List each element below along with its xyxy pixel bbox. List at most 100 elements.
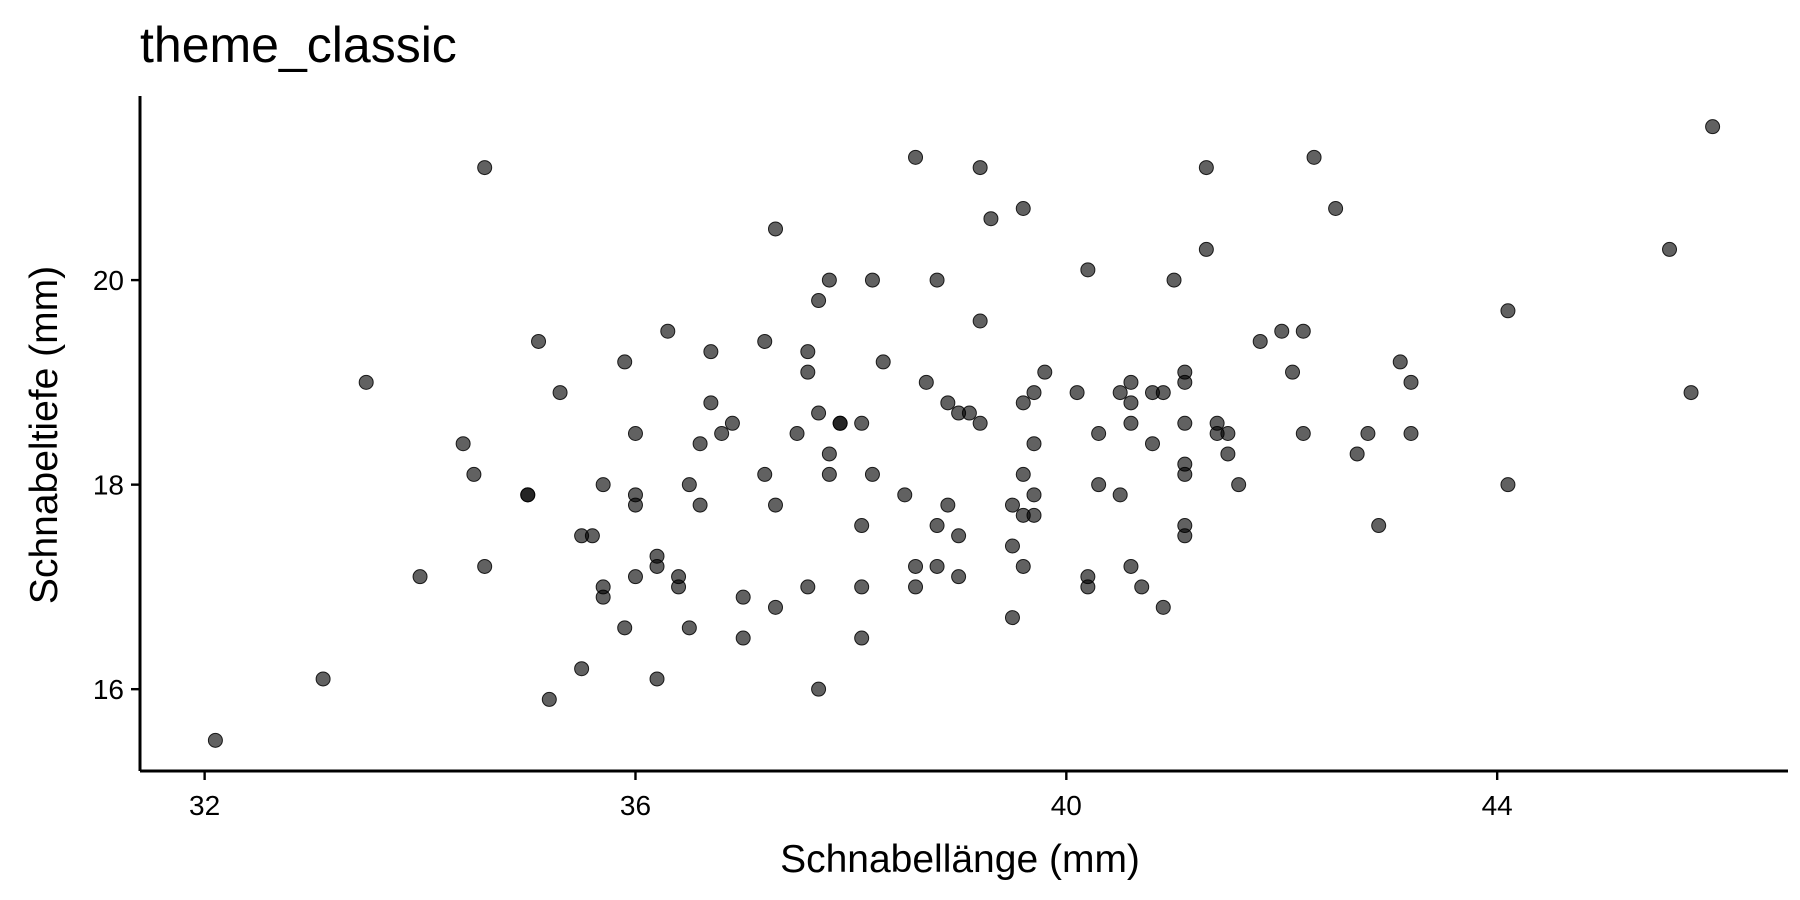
scatter-point [983, 211, 999, 227]
scatter-point [681, 477, 697, 493]
x-tick-label: 40 [1051, 790, 1082, 821]
scatter-point [617, 620, 633, 636]
x-axis: 32 36 40 44 [140, 769, 1788, 821]
scatter-point [1220, 446, 1236, 462]
scatter-point [1198, 160, 1214, 176]
scatter-point [1306, 149, 1322, 165]
scatter-point [466, 466, 482, 482]
scatter-point [724, 415, 740, 431]
scatter-point [832, 415, 848, 431]
scatter-point [1015, 466, 1031, 482]
scatter-point [714, 426, 730, 441]
scatter-point [1134, 579, 1150, 595]
scatter-point [541, 691, 557, 707]
scatter-point [1015, 201, 1031, 216]
scatter-point [627, 497, 643, 513]
scatter-point [412, 569, 428, 585]
scatter-point [821, 272, 837, 288]
chart-title: theme_classic [140, 17, 457, 73]
scatter-point [1026, 487, 1042, 503]
scatter-point [1328, 201, 1344, 216]
y-tick-label: 16 [93, 674, 124, 705]
scatter-point [692, 497, 708, 513]
scatter-point [1177, 528, 1193, 544]
scatter-point [617, 354, 633, 370]
scatter-point [1500, 303, 1516, 319]
scatter-point [1123, 374, 1139, 390]
scatter-point [1683, 385, 1699, 401]
x-tick-label: 44 [1482, 790, 1513, 821]
scatter-point [1371, 518, 1387, 534]
scatter-point [692, 436, 708, 452]
scatter-point [627, 569, 643, 585]
scatter-point [1349, 446, 1365, 462]
scatter-point [1177, 466, 1193, 482]
scatter-point [800, 579, 816, 595]
scatter-point [768, 221, 784, 237]
scatter-point [1198, 241, 1214, 257]
scatter-point [864, 272, 880, 288]
scatter-point [520, 487, 536, 503]
x-axis-title: Schnabellänge (mm) [780, 838, 1140, 881]
scatter-point [703, 344, 719, 360]
scatter-point [1220, 426, 1236, 441]
scatter-point [864, 466, 880, 482]
scatter-point [929, 518, 945, 534]
scatter-point [757, 333, 773, 349]
scatter-point [584, 528, 600, 544]
scatter-point [800, 344, 816, 360]
scatter-point [1392, 354, 1408, 370]
scatter-point [477, 558, 493, 574]
scatter-point [1112, 487, 1128, 503]
scatter-point [595, 477, 611, 493]
x-tick-label: 36 [620, 790, 651, 821]
scatter-point [811, 293, 827, 309]
scatter-point [1500, 477, 1516, 493]
scatter-point [940, 497, 956, 513]
scatter-point [1285, 364, 1301, 380]
scatter-point [940, 395, 956, 411]
scatter-point [1026, 385, 1042, 401]
scatter-point [875, 354, 891, 370]
scatter-point [1037, 364, 1053, 380]
scatter-point [1080, 262, 1096, 278]
scatter-point [768, 497, 784, 513]
scatter-point [703, 395, 719, 411]
scatter-point [531, 333, 547, 349]
scatter-point [929, 272, 945, 288]
scatter-point [1274, 323, 1290, 339]
scatter-point [1295, 323, 1311, 339]
scatter-point [1705, 119, 1721, 135]
scatter-point [477, 160, 493, 176]
scatter-point [1177, 415, 1193, 431]
scatter-point [1123, 395, 1139, 411]
scatter-point [854, 630, 870, 646]
scatter-point [207, 732, 223, 748]
y-axis-title: Schnabeltiefe (mm) [23, 266, 66, 604]
scatter-point [854, 579, 870, 595]
scatter-point [1080, 579, 1096, 595]
scatter-point [1177, 374, 1193, 390]
scatter-point [315, 671, 331, 687]
scatter-point [552, 385, 568, 401]
y-tick-label: 20 [93, 265, 124, 296]
scatter-point [811, 681, 827, 697]
scatter-point [1026, 507, 1042, 523]
scatter-point [1026, 436, 1042, 452]
scatter-point [811, 405, 827, 421]
scatter-point [1091, 477, 1107, 493]
scatter-point [768, 599, 784, 615]
scatter-point [854, 518, 870, 534]
scatter-point [929, 558, 945, 574]
scatter-point [595, 589, 611, 605]
scatter-point [821, 446, 837, 462]
scatter-point [627, 426, 643, 441]
scatter-point [1004, 610, 1020, 626]
scatter-point [972, 415, 988, 431]
scatter-point [649, 671, 665, 687]
scatter-point [961, 405, 977, 421]
scatter-point [1360, 426, 1376, 441]
scatter-point [735, 589, 751, 605]
scatter-point [1004, 538, 1020, 554]
